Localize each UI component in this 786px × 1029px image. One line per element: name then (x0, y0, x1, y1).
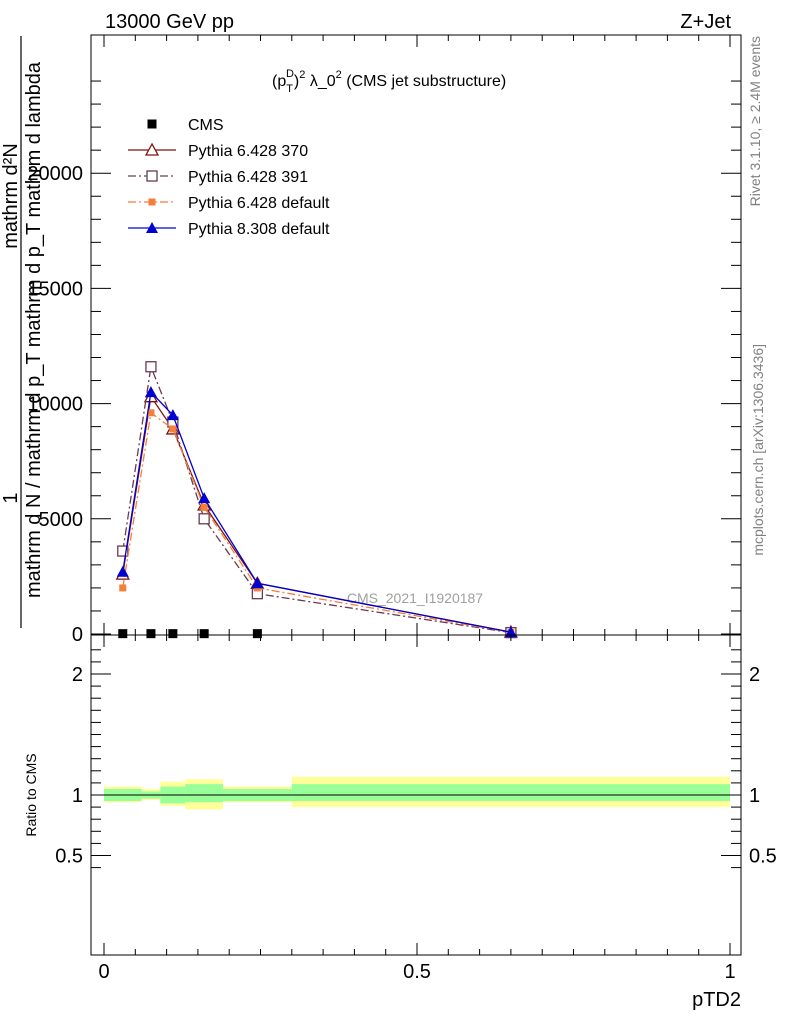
ratio-ytick-label: 1 (72, 785, 83, 807)
ratio-ytick-label-right: 1 (749, 785, 760, 807)
data-point (252, 629, 262, 639)
title-sup-2b: 2 (336, 69, 342, 81)
series-line (122, 364, 511, 634)
ratio-bands (104, 776, 730, 810)
data-point (144, 386, 157, 398)
xtick-label: 0.5 (403, 961, 431, 983)
main-ytick-labels: 0 5000 10000 15000 20000 (27, 163, 83, 646)
ratio-band-green (291, 784, 730, 802)
legend-label: Pythia 6.428 default (188, 195, 330, 212)
main-ticks (91, 35, 741, 635)
ylabel-top: mathrm d²N (0, 143, 22, 249)
ratio-ytick-label: 0.5 (55, 846, 83, 868)
ytick-label: 20000 (27, 163, 83, 185)
legend-entry: CMS (147, 117, 224, 134)
legend-label: Pythia 8.308 default (188, 221, 330, 238)
ytick-label: 10000 (27, 394, 83, 416)
xtick-label: 0 (98, 961, 109, 983)
ratio-band-green (185, 784, 223, 803)
legend-label: Pythia 6.428 391 (188, 169, 308, 186)
plot-title: (pTD)2 λ_02 (CMS jet substructure) (272, 68, 506, 95)
series-line (122, 411, 512, 634)
data-point (119, 584, 127, 592)
data-point (166, 409, 179, 421)
ylabel-numerator: 1 (0, 492, 22, 503)
energy-label: 13000 GeV pp (105, 11, 234, 33)
data-point (145, 361, 157, 373)
data-point (146, 222, 158, 233)
analysis-watermark: CMS_2021_I1920187 (347, 590, 483, 606)
xtick-label: 1 (724, 961, 735, 983)
title-sub-t: T (286, 83, 293, 95)
legend-entry: Pythia 8.308 default (128, 221, 330, 238)
data-point (198, 492, 211, 504)
ratio-ytick-label-right: 0.5 (749, 846, 777, 868)
legend-label: Pythia 6.428 370 (188, 143, 308, 160)
data-point (147, 409, 155, 417)
ratio-ytick-label: 2 (72, 664, 83, 686)
series-line (122, 390, 512, 633)
ratio-ytick-labels: 0.5 0.5 1 1 2 2 (55, 664, 777, 868)
data-point (116, 565, 129, 577)
series-layer (115, 361, 518, 639)
ytick-label: 15000 (27, 278, 83, 300)
title-rest: (CMS jet substructure) (342, 73, 506, 90)
data-point (168, 629, 178, 639)
series-pythia-8-308-default (116, 386, 517, 638)
process-label: Z+Jet (680, 11, 731, 33)
legend-entry: Pythia 6.428 370 (128, 142, 308, 160)
data-point (146, 629, 156, 639)
ytick-label: 0 (72, 624, 83, 646)
data-point (251, 577, 264, 589)
data-point (199, 629, 209, 639)
title-sup-d: D (286, 68, 294, 80)
data-point (147, 119, 157, 129)
data-point (169, 425, 177, 433)
data-point (144, 142, 160, 156)
series-pythia-6-428-391 (117, 361, 517, 639)
xtick-labels: 0 0.5 1 (98, 961, 735, 983)
data-point (504, 626, 517, 638)
data-point (198, 513, 210, 525)
legend-entry: Pythia 6.428 default (128, 195, 330, 212)
data-point (118, 629, 128, 639)
ylabel-denominator: mathrm d N / mathrm d p_T mathrm d p_T m… (23, 61, 45, 598)
data-point (146, 170, 158, 182)
xlabel: pTD2 (692, 989, 741, 1011)
title-close: ) (294, 73, 299, 90)
legend: CMS Pythia 6.428 370 Pythia 6.428 391 Pythi… (128, 117, 330, 238)
mcplots-label: mcplots.cern.ch [arXiv:1306.3436] (750, 344, 766, 556)
rivet-label: Rivet 3.1.10, ≥ 2.4M events (747, 36, 763, 206)
series-cms (118, 629, 262, 639)
ytick-label: 5000 (39, 509, 84, 531)
data-point (148, 198, 156, 206)
ratio-ticks (91, 635, 741, 955)
legend-label: CMS (188, 117, 224, 134)
ratio-ylabel: Ratio to CMS (23, 753, 39, 836)
ratio-ytick-label-right: 2 (749, 664, 760, 686)
data-point (200, 503, 208, 511)
title-p: (p (272, 73, 286, 90)
data-point (117, 545, 129, 557)
title-sup-2: 2 (299, 69, 305, 81)
legend-entry: Pythia 6.428 391 (128, 169, 308, 186)
title-lambda: λ_0 (305, 73, 335, 90)
